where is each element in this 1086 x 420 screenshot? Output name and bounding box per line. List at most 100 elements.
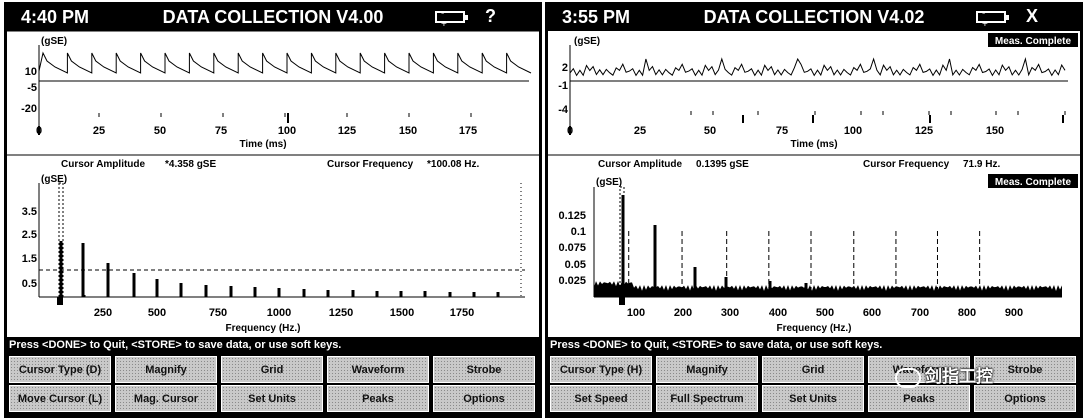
- x-tick-label: 100: [844, 125, 862, 137]
- spectrum-unit: (gSE): [41, 174, 67, 185]
- options-button[interactable]: Options: [433, 385, 535, 412]
- x-tick-label: 500: [816, 307, 834, 319]
- spectrum-peak: [81, 269, 85, 297]
- spectrum-peak: [399, 291, 403, 297]
- soft-keys: Cursor Type (D) Magnify Grid Waveform St…: [7, 353, 539, 415]
- x-tick-label: 300: [721, 307, 739, 319]
- cursor-frequency-label: Cursor Frequency: [327, 159, 414, 170]
- spectrum-peak: [693, 267, 697, 297]
- set-units-button[interactable]: Set Units: [762, 385, 864, 412]
- peaks-button[interactable]: Peaks: [868, 385, 970, 412]
- y-tick-label: 0.5: [22, 278, 37, 290]
- spectrum-peak: [253, 287, 257, 297]
- y-tick-label: 0.1: [571, 226, 586, 238]
- spectrum-xlabel: Frequency (Hz.): [776, 323, 851, 334]
- x-tick-label: 700: [911, 307, 929, 319]
- spectrum-peak: [302, 289, 306, 297]
- clock: 3:55 PM: [562, 7, 631, 27]
- y-tick-label: 10: [25, 66, 37, 78]
- strobe-button[interactable]: Strobe: [974, 356, 1076, 383]
- x-tick-label: 800: [958, 307, 976, 319]
- title-bar: 4:40 PM DATA COLLECTION V4.00 - + ?: [5, 3, 541, 31]
- set-speed-button[interactable]: Set Speed: [550, 385, 652, 412]
- spectrum-peak: [472, 292, 476, 297]
- spectrum-cursor-marker: [57, 297, 63, 305]
- spectrum-peak: [768, 281, 772, 297]
- mag-cursor-button[interactable]: Mag. Cursor: [115, 385, 217, 412]
- spectrum-peak: [804, 283, 808, 297]
- x-tick-label: 125: [338, 125, 356, 137]
- spectrum-peak: [155, 279, 159, 297]
- cursor-amplitude-value: 0.1395 gSE: [696, 159, 749, 170]
- cursor-amplitude-label: Cursor Amplitude: [598, 159, 683, 170]
- plot-area: (gSE) Meas. Complete 2 -1 -4 0 25 50 75 100 125 150…: [548, 31, 1080, 337]
- grid-button[interactable]: Grid: [221, 356, 323, 383]
- cursor-frequency-value: *100.08 Hz.: [427, 159, 479, 170]
- spectrum-peak: [653, 225, 657, 297]
- cursor-type-button[interactable]: Cursor Type (D): [9, 356, 111, 383]
- set-units-button[interactable]: Set Units: [221, 385, 323, 412]
- spectrum-peak: [132, 273, 136, 297]
- spectrum-peak: [82, 295, 86, 297]
- magnify-button[interactable]: Magnify: [656, 356, 758, 383]
- x-tick-label: 1750: [450, 307, 474, 319]
- x-tick-label: 125: [915, 125, 933, 137]
- move-cursor-button[interactable]: Move Cursor (L): [9, 385, 111, 412]
- spectrum-peak: [326, 290, 330, 297]
- app-title: DATA COLLECTION V4.02: [703, 7, 925, 27]
- x-tick-label: 50: [154, 125, 166, 137]
- status-line: Press <DONE> to Quit, <STORE> to save da…: [9, 339, 342, 351]
- spectrum-peak: [106, 263, 110, 297]
- spectrum-cursor-marker: [619, 297, 625, 305]
- spectrum-peak: [621, 195, 625, 297]
- spectrum-peak: [724, 277, 728, 297]
- close-icon[interactable]: X: [1026, 6, 1039, 26]
- meas-status-bg: [988, 33, 1078, 47]
- full-spectrum-button[interactable]: Full Spectrum: [656, 385, 758, 412]
- grid-button[interactable]: Grid: [762, 356, 864, 383]
- x-tick-label: 25: [634, 125, 646, 137]
- cursor-frequency-value: 71.9 Hz.: [963, 159, 1000, 170]
- help-icon[interactable]: ?: [485, 6, 496, 26]
- y-tick-label: -4: [558, 104, 569, 116]
- y-tick-label: 2: [562, 62, 568, 74]
- title-bar: 3:55 PM DATA COLLECTION V4.02 - + X: [546, 3, 1082, 31]
- watermark: 剑指工控: [895, 362, 993, 388]
- x-tick-label: 0: [36, 125, 42, 137]
- strobe-button[interactable]: Strobe: [433, 356, 535, 383]
- x-tick-label: 400: [769, 307, 787, 319]
- waveform-trace: [569, 57, 1066, 77]
- y-tick-label: 2.5: [22, 229, 37, 241]
- x-tick-label: 50: [704, 125, 716, 137]
- cursor-type-button[interactable]: Cursor Type (H): [550, 356, 652, 383]
- spectrum-meas-status: Meas. Complete: [995, 177, 1072, 188]
- spectrum-peak: [59, 241, 63, 297]
- clock: 4:40 PM: [21, 7, 90, 27]
- cursor-frequency-label: Cursor Frequency: [863, 159, 950, 170]
- plot-area: (gSE) 10 -5 -20 0 25 50 75 100 125 150 175 Time (ms)…: [7, 31, 539, 337]
- waveform-xlabel: Time (ms): [790, 139, 837, 150]
- noise-floor: [594, 281, 1062, 297]
- spectrum-peak: [277, 288, 281, 297]
- plots-right: (gSE) Meas. Complete 2 -1 -4 0 25 50 75 100 125 150…: [548, 33, 1080, 334]
- y-tick-label: 0.025: [558, 275, 586, 287]
- spectrum-peak: [375, 291, 379, 297]
- x-tick-label: 0: [567, 125, 573, 137]
- x-tick-label: 75: [215, 125, 227, 137]
- spectrum-peak: [351, 290, 355, 297]
- spectrum-peak: [179, 283, 183, 297]
- magnify-button[interactable]: Magnify: [115, 356, 217, 383]
- waveform-xlabel: Time (ms): [239, 139, 286, 150]
- x-tick-label: 500: [148, 307, 166, 319]
- y-tick-label: -20: [21, 103, 37, 115]
- x-tick-label: 150: [399, 125, 417, 137]
- waveform-button[interactable]: Waveform: [327, 356, 429, 383]
- y-tick-label: 0.125: [558, 210, 586, 222]
- x-tick-label: 100: [627, 307, 645, 319]
- spectrum-meas-status-bg: [988, 174, 1078, 188]
- spectrum-peak: [423, 291, 427, 297]
- options-button[interactable]: Options: [974, 385, 1076, 412]
- meas-status: Meas. Complete: [995, 36, 1072, 47]
- spectrum-peak: [106, 281, 110, 297]
- peaks-button[interactable]: Peaks: [327, 385, 429, 412]
